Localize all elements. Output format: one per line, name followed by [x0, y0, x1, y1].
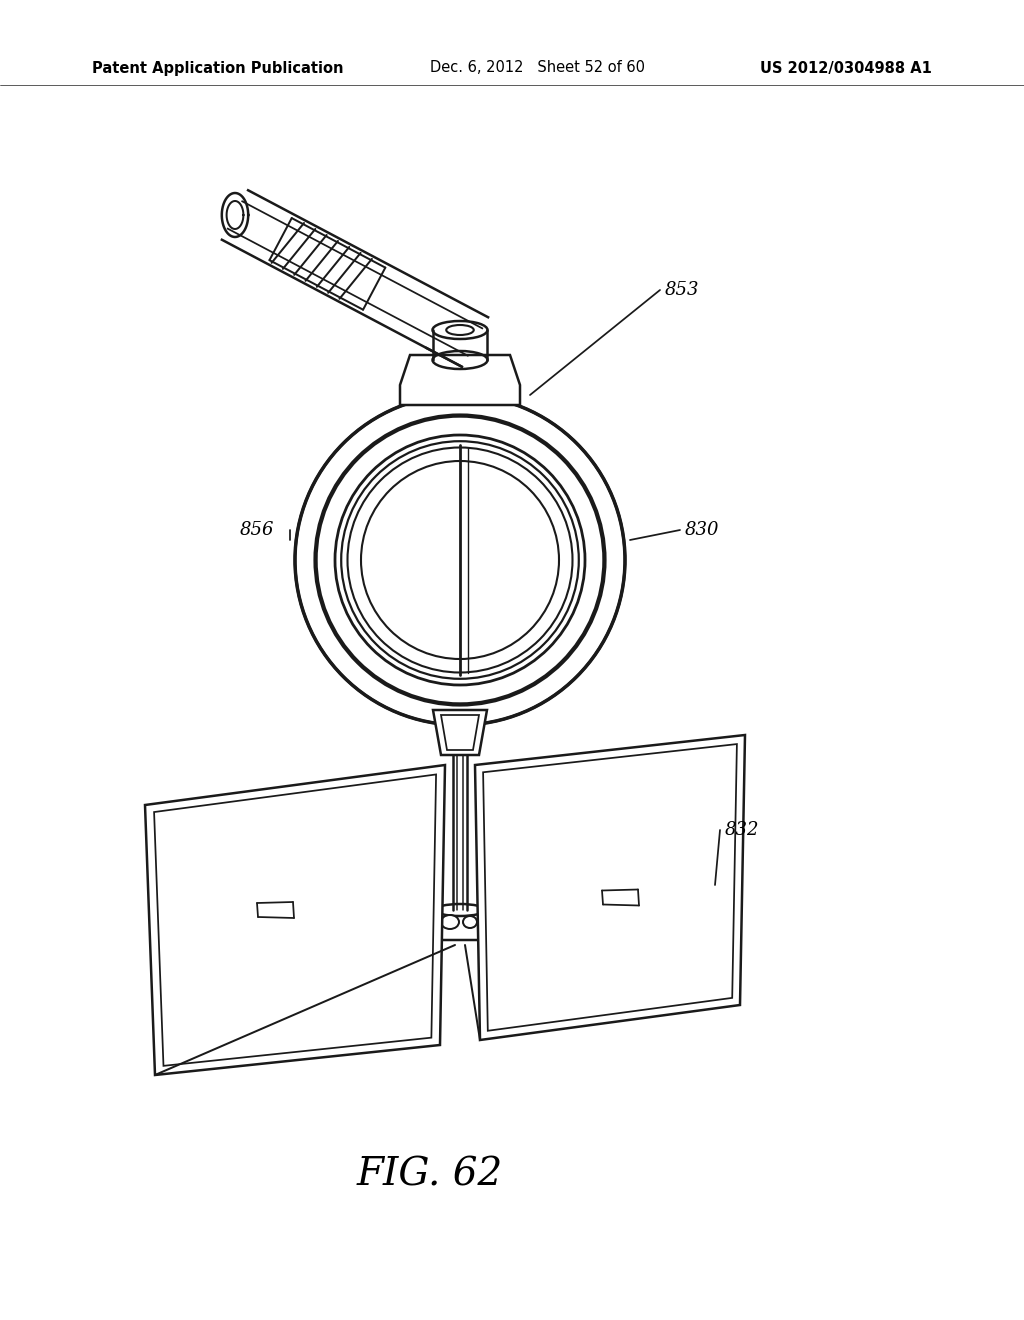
Ellipse shape — [446, 325, 474, 335]
Polygon shape — [145, 766, 445, 1074]
Ellipse shape — [463, 916, 477, 928]
Polygon shape — [400, 355, 520, 405]
Text: 856: 856 — [240, 521, 274, 539]
Text: FIG. 62: FIG. 62 — [357, 1156, 503, 1193]
Text: Patent Application Publication: Patent Application Publication — [92, 61, 343, 75]
Text: 830: 830 — [685, 521, 720, 539]
Polygon shape — [441, 715, 479, 750]
Text: Dec. 6, 2012   Sheet 52 of 60: Dec. 6, 2012 Sheet 52 of 60 — [430, 61, 645, 75]
Polygon shape — [433, 710, 487, 755]
Text: US 2012/0304988 A1: US 2012/0304988 A1 — [760, 61, 932, 75]
Text: 832: 832 — [725, 821, 760, 840]
Ellipse shape — [441, 915, 459, 929]
Ellipse shape — [435, 904, 485, 916]
Ellipse shape — [432, 321, 487, 339]
Polygon shape — [435, 909, 485, 940]
Text: 853: 853 — [665, 281, 699, 300]
Polygon shape — [475, 735, 745, 1040]
